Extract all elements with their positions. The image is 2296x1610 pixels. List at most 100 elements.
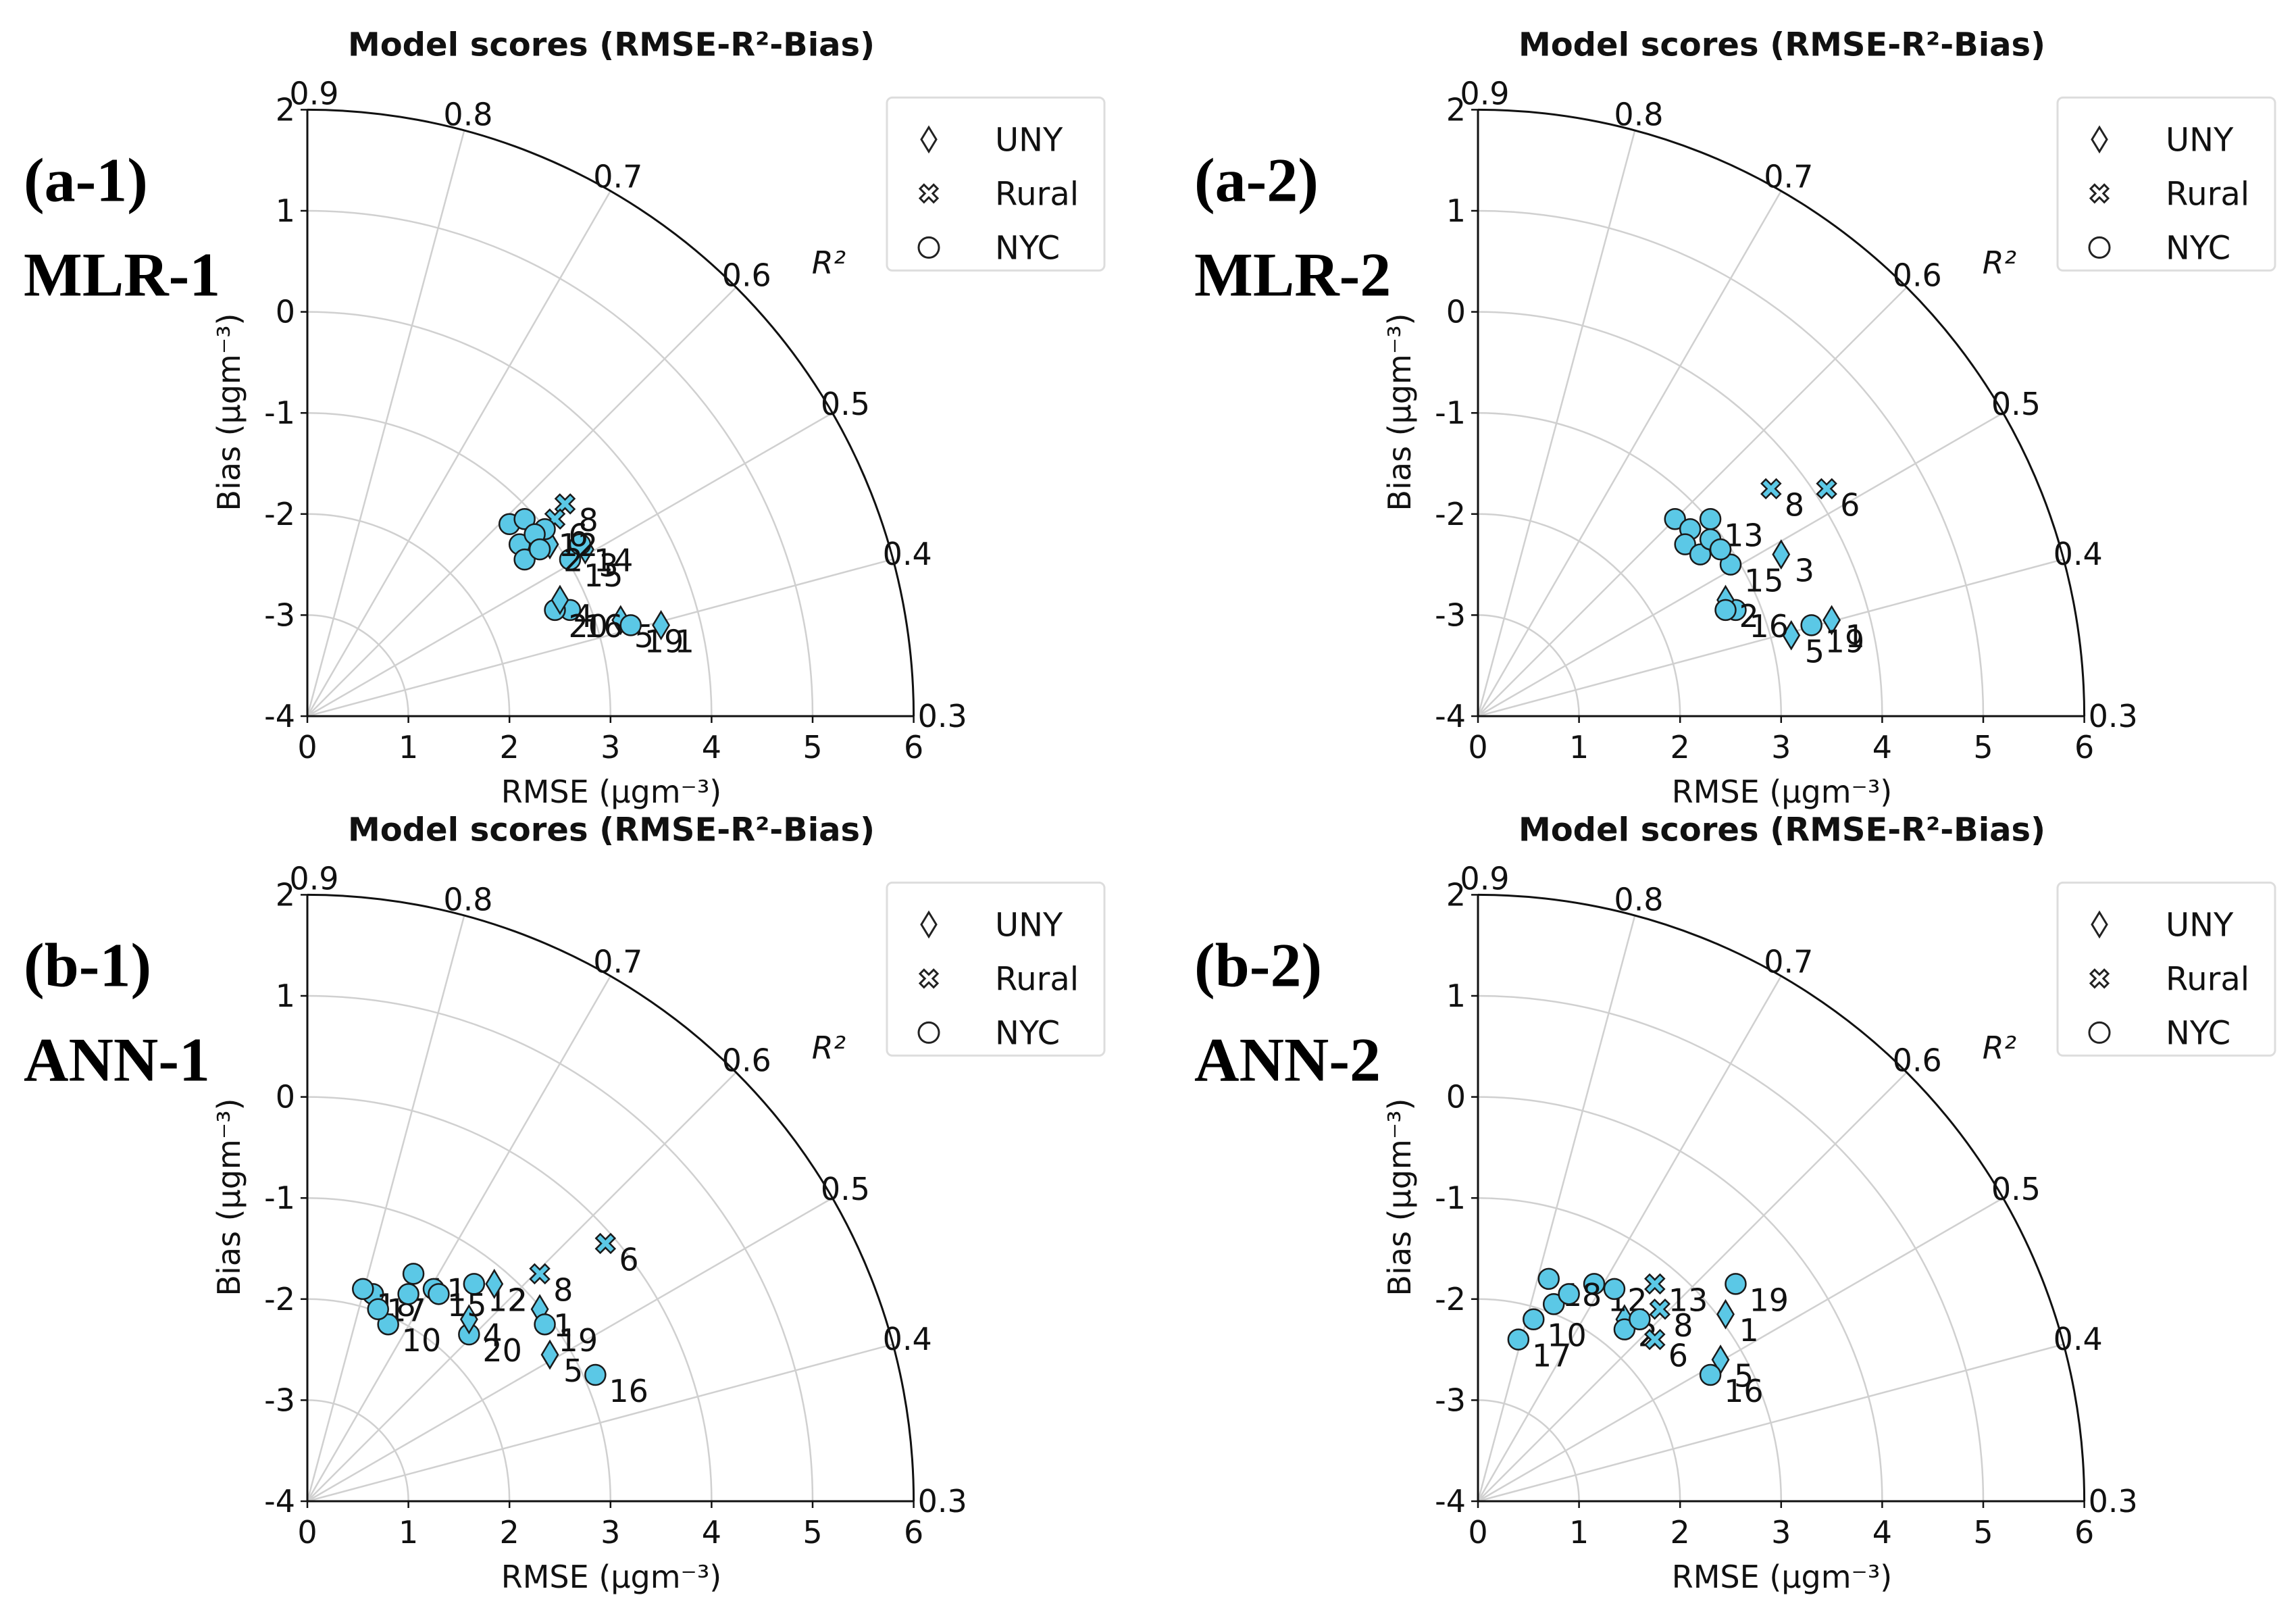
data-point-label: 2 bbox=[508, 1282, 528, 1318]
x-tick-label: 4 bbox=[702, 729, 721, 765]
grid-radial bbox=[1477, 130, 1636, 717]
data-point-label: 10 bbox=[402, 1322, 442, 1359]
chart-panel-1: 0 1 2 3 4 5 6-4-3-2-10120.90.80.70.60.50.40.3R… bbox=[24, 26, 1106, 810]
y-tick-label: -3 bbox=[1435, 597, 1466, 633]
data-point-label: 5 bbox=[1734, 1358, 1754, 1394]
data-point-label: 19 bbox=[559, 1322, 598, 1359]
data-point-rural bbox=[1816, 478, 1837, 500]
y-tick-label: -4 bbox=[1435, 698, 1466, 734]
x-tick-label: 1 bbox=[399, 1514, 418, 1551]
chart-title: Model scores (RMSE-R²-Bias) bbox=[1519, 811, 2045, 849]
data-point-label: 15 bbox=[584, 557, 623, 594]
r2-tick-label: 0.6 bbox=[1893, 1042, 1942, 1079]
legend-label: UNY bbox=[2166, 906, 2234, 944]
y-tick-label: -2 bbox=[1435, 496, 1466, 532]
grid-radial bbox=[1477, 1072, 1908, 1502]
y-tick-label: 2 bbox=[276, 91, 295, 128]
data-point-rural bbox=[1649, 1298, 1671, 1320]
x-tick-label: 6 bbox=[2074, 1514, 2094, 1551]
grid-radial bbox=[1477, 558, 2064, 718]
x-tick-label: 4 bbox=[1872, 1514, 1892, 1551]
data-point-nyc bbox=[1523, 1308, 1545, 1330]
data-point-label: 10 bbox=[1547, 1317, 1587, 1354]
data-point-nyc bbox=[584, 1363, 607, 1386]
r2-axis-label: R² bbox=[812, 245, 846, 281]
y-axis-label: Bias (μgm⁻³) bbox=[1381, 313, 1418, 511]
data-point-label: 1 bbox=[553, 1307, 573, 1344]
y-tick-label: 1 bbox=[1446, 978, 1466, 1014]
data-point-label: 12 bbox=[559, 527, 598, 563]
panel-label: (a-2) bbox=[1194, 145, 1319, 214]
y-tick-label: 1 bbox=[1446, 193, 1466, 229]
y-tick-label: 2 bbox=[276, 876, 295, 913]
y-tick-label: -2 bbox=[264, 1281, 295, 1317]
legend-circle-icon bbox=[917, 236, 940, 259]
data-point-nyc bbox=[559, 548, 582, 571]
model-label: MLR-2 bbox=[1194, 240, 1391, 309]
data-point-label: 5 bbox=[563, 1353, 583, 1389]
x-tick-label: 2 bbox=[1670, 1514, 1690, 1551]
r2-tick-label: 0.5 bbox=[1991, 1171, 2041, 1207]
grid-radial bbox=[307, 286, 737, 717]
model-label: ANN-1 bbox=[24, 1025, 210, 1094]
data-point-label: 2 bbox=[563, 543, 583, 579]
r2-tick-label: 0.6 bbox=[1893, 257, 1942, 294]
x-tick-label: 3 bbox=[601, 729, 620, 765]
y-tick-label: -2 bbox=[1435, 1281, 1466, 1317]
r2-tick-label: 0.5 bbox=[821, 386, 870, 422]
data-point-nyc bbox=[1613, 1318, 1636, 1340]
legend-diamond-icon bbox=[920, 125, 938, 154]
y-tick-label: -4 bbox=[264, 1483, 295, 1519]
outer-arc bbox=[1477, 893, 2086, 1502]
data-point-label: 19 bbox=[644, 623, 684, 659]
data-point-nyc bbox=[402, 1263, 425, 1285]
grid-radial bbox=[306, 976, 611, 1502]
data-point-nyc bbox=[1583, 1273, 1606, 1295]
x-tick-label: 1 bbox=[1569, 1514, 1589, 1551]
data-point-label: 15 bbox=[447, 1287, 487, 1324]
data-point-nyc bbox=[1719, 553, 1742, 576]
x-tick-label: 1 bbox=[399, 729, 418, 765]
legend-label: Rural bbox=[2166, 175, 2249, 213]
y-tick-label: 0 bbox=[1446, 1079, 1466, 1115]
data-point-label: 16 bbox=[584, 608, 623, 645]
data-point-nyc bbox=[569, 533, 592, 555]
data-point-uny bbox=[485, 1268, 504, 1299]
data-point-label: 6 bbox=[569, 517, 588, 553]
outer-arc bbox=[307, 108, 915, 717]
data-point-label: 6 bbox=[1668, 1338, 1688, 1374]
legend-label: UNY bbox=[2166, 121, 2234, 159]
data-point-rural bbox=[529, 1263, 551, 1285]
data-point-label: 3 bbox=[1795, 553, 1814, 589]
data-point-uny bbox=[551, 584, 569, 615]
model-label: ANN-2 bbox=[1194, 1025, 1381, 1094]
r2-tick-label: 0.4 bbox=[883, 536, 932, 572]
grid-radial bbox=[307, 1072, 737, 1502]
x-tick-label: 0 bbox=[1468, 729, 1487, 765]
data-point-label: 2 bbox=[1739, 598, 1759, 634]
data-point-nyc bbox=[513, 508, 536, 530]
data-point-uny bbox=[1782, 620, 1801, 651]
data-point-nyc bbox=[1699, 508, 1722, 530]
data-point-nyc bbox=[1629, 1308, 1651, 1330]
legend-label: UNY bbox=[995, 906, 1063, 944]
data-point-label: 19 bbox=[1825, 623, 1865, 659]
y-tick-label: 0 bbox=[1446, 294, 1466, 330]
data-point-label: 6 bbox=[619, 1242, 638, 1278]
r2-tick-label: 0.5 bbox=[821, 1171, 870, 1207]
r2-tick-label: 0.9 bbox=[1460, 75, 1509, 111]
legend-cross-icon bbox=[918, 968, 940, 989]
x-tick-label: 3 bbox=[1771, 1514, 1791, 1551]
x-axis-label: RMSE (μgm⁻³) bbox=[501, 1559, 721, 1595]
grid-radial bbox=[307, 558, 894, 718]
y-tick-label: 0 bbox=[276, 294, 295, 330]
data-point-label: 5 bbox=[1805, 633, 1825, 670]
x-tick-label: 6 bbox=[904, 729, 923, 765]
data-point-nyc bbox=[397, 1283, 419, 1305]
data-point-nyc bbox=[428, 1283, 450, 1305]
chart-title: Model scores (RMSE-R²-Bias) bbox=[348, 26, 875, 64]
legend-box bbox=[2056, 881, 2276, 1057]
data-point-label: 16 bbox=[1749, 608, 1789, 645]
r2-tick-label: 0.6 bbox=[722, 1042, 771, 1079]
